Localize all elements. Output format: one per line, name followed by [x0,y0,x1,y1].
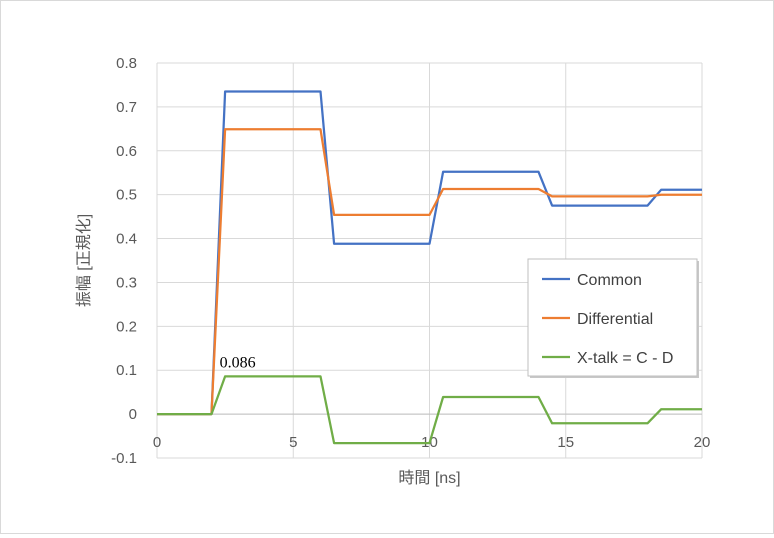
y-tick-label: 0.1 [116,362,137,379]
legend-entry: X-talk = C - D [577,350,673,367]
annotation-label: 0.086 [220,354,256,371]
legend: Common Differential X-talk = C - D [527,258,699,378]
x-axis-title: 時間 [ns] [398,469,460,487]
y-tick-labels: -0.1 0 0.1 0.2 0.3 0.4 0.5 0.6 0.7 0.8 [111,55,137,467]
y-tick-label: 0 [129,406,137,423]
x-tick-label: 20 [694,434,711,451]
y-tick-label: 0.2 [116,318,137,335]
y-tick-label: 0.3 [116,274,137,291]
y-tick-label: -0.1 [111,450,137,467]
y-axis-title: 振幅 [正規化] [75,214,93,307]
x-tick-label: 15 [557,434,574,451]
series-lines [157,90,702,445]
y-tick-label: 0.4 [116,231,137,248]
legend-entry: Differential [577,311,653,328]
y-tick-label: 0.7 [116,99,137,116]
x-tick-labels: 0 5 10 15 20 [153,434,711,451]
y-tick-label: 0.5 [116,187,137,204]
legend-entry: Common [577,272,642,289]
x-tick-label: 5 [289,434,297,451]
x-tick-label: 0 [153,434,161,451]
y-tick-label: 0.8 [116,55,137,72]
series-line [157,375,702,445]
series-line [157,128,702,416]
series-line [157,90,702,416]
y-tick-label: 0.6 [116,143,137,160]
